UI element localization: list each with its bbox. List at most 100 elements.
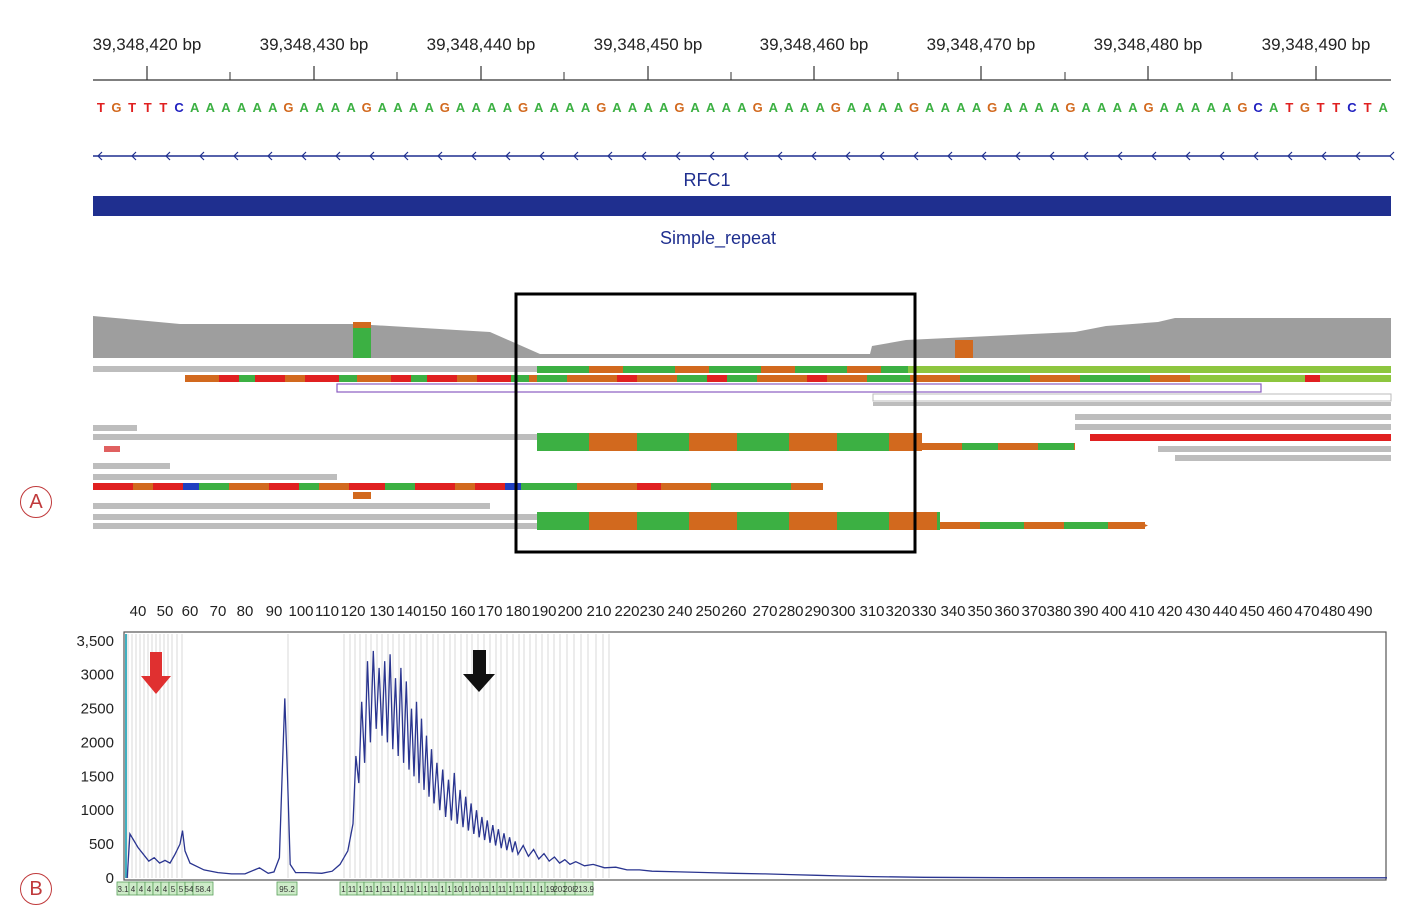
sequence-base: A [722,100,732,115]
panel-b-label: B [20,873,52,905]
sequence-base: A [378,100,388,115]
x-tick-label: 360 [994,603,1019,620]
x-tick-label: 310 [859,603,884,620]
x-tick-label: 280 [778,603,803,620]
read-segment [319,483,349,490]
peak-label: 4 [147,885,152,894]
read-segment [93,425,137,431]
read-segment [837,512,889,530]
gene-strand-arrow [1151,151,1157,161]
peak-label: 11 [430,885,439,894]
peak-label: 1 [358,885,363,894]
gene-strand-arrow [165,151,171,161]
y-tick-label: 500 [89,836,114,853]
peak-label: 54 [185,885,194,894]
gene-strand-arrow [675,151,681,161]
x-tick-label: 200 [557,603,582,620]
sequence-base: A [769,100,779,115]
read-segment [415,483,455,490]
read-segment [711,483,751,490]
y-tick-label: 1500 [81,768,114,785]
peak-label: 1 [392,885,397,894]
gene-strand-arrow [947,151,953,161]
x-tick-label: 110 [315,603,339,620]
read-segment [93,514,537,520]
sequence-base: A [581,100,591,115]
sequence-base: A [1206,100,1216,115]
read-segment [589,433,637,451]
read-segment [104,446,120,452]
sequence-base: G [1144,100,1154,115]
panel-a-igv-view: 39,348,420 bp 39,348,430 bp 39,348,440 bp 3… [20,35,1395,554]
peak-label: 5 [171,885,176,894]
sequence-base: G [1237,100,1247,115]
read-segment [411,375,427,382]
sequence-base: T [1332,100,1340,115]
sequence-base: A [659,100,669,115]
peak-label: 11 [481,885,490,894]
read-segment [299,483,319,490]
gene-strand-arrow [607,151,613,161]
read-segment [93,483,133,490]
read-segment [881,366,933,373]
gene-strand-arrow [879,151,885,161]
sequence-base: A [1034,100,1044,115]
read-segment [998,443,1038,450]
x-tick-label: 180 [505,603,530,620]
gene-strand-arrow [267,151,273,161]
sequence-base: A [972,100,982,115]
ruler-tick-label: 39,348,420 bp [93,35,202,54]
sequence-base: A [1113,100,1123,115]
peak-label: 5 [179,885,184,894]
gene-strand-arrow [369,151,375,161]
read-segment [1108,522,1145,529]
x-tick-label: 70 [210,603,227,620]
read-segment [305,375,339,382]
read-segment [285,375,305,382]
peak-label: 4 [131,885,136,894]
read-outline [872,393,1392,402]
plot-frame [123,631,1387,881]
sequence-base: A [941,100,951,115]
x-tick-label: 90 [266,603,283,620]
read-segment [567,375,617,382]
read-segment [960,375,990,382]
peak-label: 10 [471,885,480,894]
gene-strand-arrow [913,151,919,161]
read-segment [889,512,937,530]
sequence-base: A [1160,100,1170,115]
sequence-base: A [550,100,560,115]
sequence-base: A [409,100,419,115]
x-tick-label: 370 [1021,603,1046,620]
read-segment [349,483,385,490]
read-segment [589,366,623,373]
sequence-base: A [878,100,888,115]
sequence-base: A [847,100,857,115]
peak-label: 11 [382,885,391,894]
sequence-base: A [346,100,356,115]
read-segment [677,375,707,382]
sequence-base: C [174,100,184,115]
peak-label: 4 [139,885,144,894]
sequence-base: A [221,100,231,115]
gene-strand-arrow [1287,151,1293,161]
sequence-base: G [1065,100,1075,115]
read-segment [589,512,637,530]
sequence-base: T [159,100,167,115]
x-tick-label: 480 [1320,603,1345,620]
gene-strand-arrow [777,151,783,161]
read-segment [537,375,567,382]
sequence-base: A [1128,100,1138,115]
gene-strand-arrow [1389,151,1395,161]
x-tick-label: 270 [752,603,777,620]
black-arrow-icon [463,650,495,692]
read-segment [637,483,661,490]
x-tick-label: 430 [1185,603,1210,620]
peak-label: 1 [539,885,544,894]
read-segment [199,483,229,490]
repeat-track-bar [93,196,1391,216]
peak-label-box [574,881,594,896]
peak-label: 1 [399,885,404,894]
ruler-tick-label: 39,348,430 bp [260,35,369,54]
electropherogram-chart: 40 50 60 70 80 90 100 110 120 130 140 150 160 170 180 1… [76,603,1387,896]
